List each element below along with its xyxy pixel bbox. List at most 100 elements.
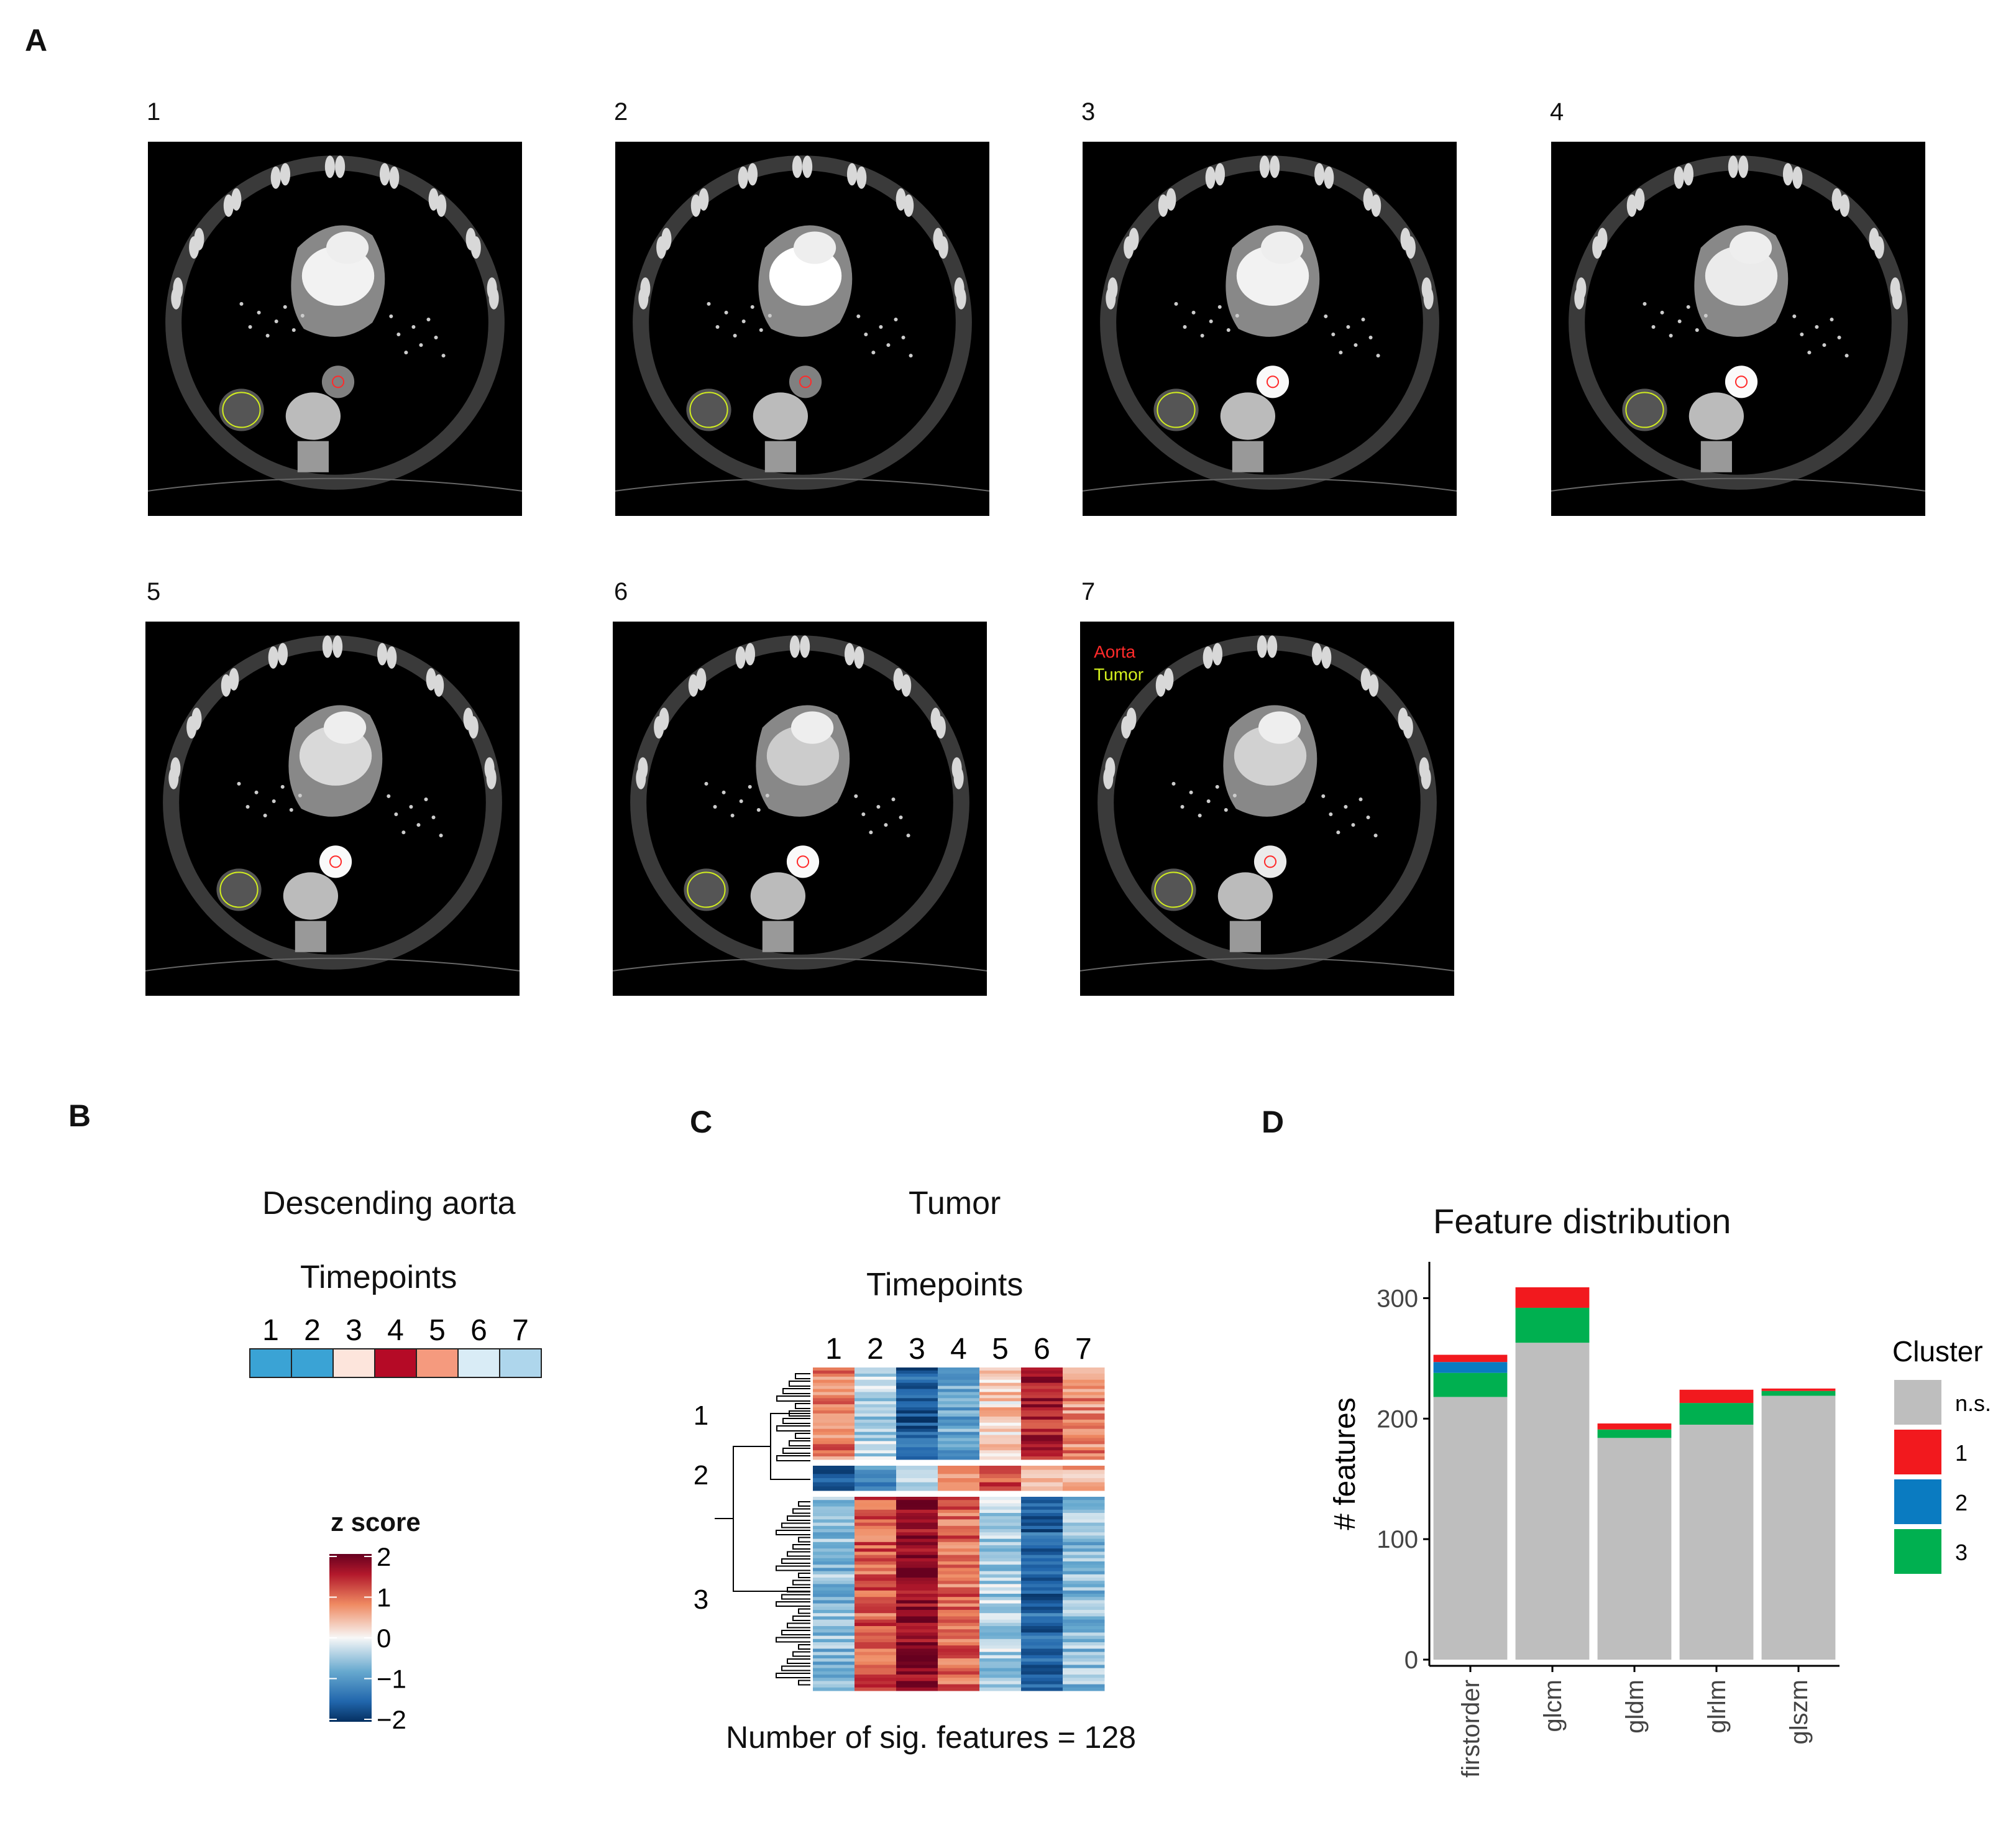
tumor-heatmap-cell: [855, 1453, 897, 1457]
tumor-heatmap-cell: [1063, 1519, 1105, 1524]
tumor-heatmap-cell: [1021, 1438, 1063, 1441]
tumor-heatmap-cell: [813, 1565, 855, 1568]
tumor-heatmap-cell: [1063, 1622, 1105, 1627]
tumor-heatmap-cell: [1021, 1648, 1063, 1653]
tumor-heatmap-cell: [938, 1404, 980, 1408]
tumor-heatmap-cell: [1021, 1478, 1063, 1483]
tumor-heatmap-cell: [938, 1516, 980, 1520]
tumor-heatmap-cell: [813, 1469, 855, 1474]
tumor-heatmap-cell: [1063, 1413, 1105, 1417]
dendrogram-branch: [792, 1651, 810, 1657]
tumor-heatmap-cell: [855, 1571, 897, 1575]
tumor-heatmap-cell: [855, 1638, 897, 1643]
tumor-heatmap-cell: [979, 1435, 1022, 1438]
tumor-heatmap-cell: [855, 1613, 897, 1617]
x-tick-label: glcm: [1539, 1680, 1567, 1732]
tumor-heatmap-cell: [979, 1565, 1022, 1568]
tumor-heatmap-cell: [855, 1584, 897, 1588]
ct-timepoint-label: 4: [1550, 98, 1564, 126]
tumor-heatmap-cell: [979, 1652, 1022, 1656]
tumor-heatmap-cell: [1063, 1474, 1105, 1479]
tumor-heatmap-cell: [855, 1413, 897, 1417]
tumor-heatmap-cell: [813, 1594, 855, 1597]
tumor-column-label: 2: [867, 1333, 884, 1366]
tumor-heatmap-cell: [979, 1626, 1022, 1630]
tumor-heatmap-cell: [1063, 1581, 1105, 1584]
tumor-heatmap-cell: [896, 1668, 938, 1672]
tumor-heatmap-cell: [855, 1603, 897, 1607]
tumor-heatmap-cell: [896, 1486, 938, 1491]
dendrogram-branch: [776, 1425, 810, 1432]
tumor-heatmap-cell: [1063, 1370, 1105, 1374]
tumor-heatmap-cell: [896, 1606, 938, 1611]
tumor-heatmap-cell: [938, 1632, 980, 1637]
bar-segment: [1761, 1388, 1836, 1391]
tumor-heatmap-cell: [979, 1379, 1022, 1384]
tumor-heatmap-cell: [938, 1450, 980, 1454]
tumor-heatmap-cell: [1021, 1395, 1063, 1399]
tumor-heatmap-cell: [1063, 1600, 1105, 1604]
tumor-heatmap-cell: [896, 1422, 938, 1427]
tumor-column-label: 1: [825, 1333, 842, 1366]
tumor-heatmap-cell: [813, 1370, 855, 1374]
tumor-heatmap-cell: [1021, 1428, 1063, 1433]
tumor-heatmap-cell: [938, 1678, 980, 1681]
colorbar-tick-label: 1: [377, 1583, 391, 1612]
tumor-heatmap-cell: [896, 1435, 938, 1438]
dendrogram-branch: [792, 1615, 810, 1621]
tumor-heatmap-cell: [938, 1587, 980, 1591]
tumor-heatmap-cell: [1021, 1542, 1063, 1546]
tumor-heatmap-cell: [855, 1450, 897, 1454]
ct-timepoint-label: 5: [147, 578, 161, 605]
tumor-heatmap-cell: [896, 1684, 938, 1688]
tumor-heatmap-cell: [855, 1600, 897, 1604]
tumor-heatmap-cell: [813, 1675, 855, 1678]
tumor-heatmap-cell: [813, 1626, 855, 1630]
tumor-heatmap-cell: [979, 1395, 1022, 1399]
tumor-heatmap-cell: [1021, 1513, 1063, 1517]
legend-swatch: [1894, 1479, 1941, 1524]
bar-segment: [1597, 1429, 1672, 1438]
tumor-heatmap-cell: [855, 1675, 897, 1678]
tumor-heatmap-cell: [1063, 1638, 1105, 1643]
tumor-heatmap-cell: [855, 1382, 897, 1387]
tumor-heatmap-cell: [855, 1438, 897, 1441]
tumor-heatmap-cell: [896, 1538, 938, 1543]
tumor-heatmap-cell: [896, 1671, 938, 1675]
tumor-heatmap-cell: [1021, 1658, 1063, 1662]
tumor-heatmap-cell: [855, 1500, 897, 1504]
tumor-heatmap-cell: [938, 1574, 980, 1578]
tumor-heatmap-cell: [855, 1506, 897, 1510]
tumor-heatmap-cell: [855, 1441, 897, 1445]
tumor-heatmap-cell: [813, 1503, 855, 1507]
dendrogram-branch: [787, 1622, 810, 1629]
tumor-heatmap-cell: [938, 1525, 980, 1530]
tumor-heatmap-cell: [938, 1594, 980, 1597]
tumor-heatmap-cell: [896, 1681, 938, 1685]
tumor-heatmap-cell: [896, 1419, 938, 1423]
tumor-heatmap-cell: [1021, 1456, 1063, 1460]
tumor-heatmap-cell: [855, 1658, 897, 1662]
tumor-heatmap-cell: [813, 1587, 855, 1591]
tumor-heatmap-cell: [1021, 1525, 1063, 1530]
ct-scan-image: [1551, 142, 1925, 516]
tumor-heatmap-cell: [1021, 1558, 1063, 1562]
tumor-heatmap-cell: [1021, 1613, 1063, 1617]
tumor-heatmap-cell: [1063, 1373, 1105, 1377]
tumor-heatmap-cell: [979, 1678, 1022, 1681]
aorta-heatmap-cell: [332, 1348, 375, 1378]
tumor-heatmap-cell: [938, 1661, 980, 1665]
tumor-heatmap-cell: [813, 1432, 855, 1436]
tumor-heatmap-cell: [938, 1578, 980, 1581]
tumor-heatmap-cell: [938, 1638, 980, 1643]
bar-segment: [1679, 1403, 1754, 1425]
tumor-heatmap-cell: [1021, 1561, 1063, 1565]
tumor-heatmap-cell: [855, 1389, 897, 1392]
ct-scan-image: [1083, 142, 1457, 516]
tumor-heatmap-cell: [896, 1635, 938, 1640]
tumor-heatmap-cell: [855, 1432, 897, 1436]
tumor-heatmap-cell: [813, 1438, 855, 1441]
tumor-heatmap-cell: [813, 1410, 855, 1414]
tumor-heatmap-cell: [1063, 1444, 1105, 1448]
tumor-heatmap-cell: [855, 1561, 897, 1565]
